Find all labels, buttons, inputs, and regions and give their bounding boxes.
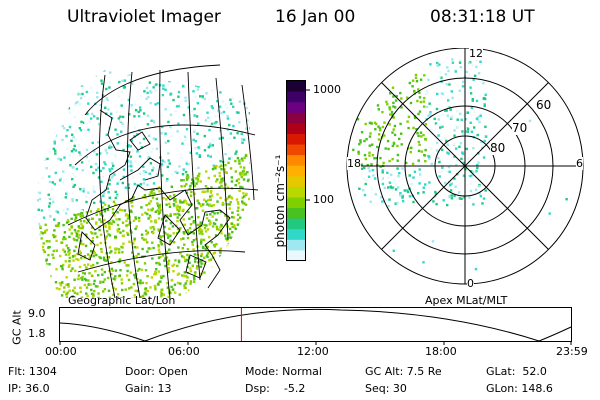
mlt-label-12: 12 <box>469 47 483 60</box>
colorbar-unit-label: photon cm⁻²s⁻¹ <box>273 154 287 248</box>
geographic-image <box>37 64 259 299</box>
mlt-label-6: 6 <box>576 157 583 170</box>
timeline-xtick-2359: 23:59 <box>556 345 588 358</box>
mlat-label-60: 60 <box>536 98 552 112</box>
footer-flight: Flt: 1304 <box>8 365 57 378</box>
timeline-xtick-1800: 18:00 <box>425 345 457 358</box>
timeline-xtick-0600: 06:00 <box>168 345 200 358</box>
colorbar-tick-1000: 1000 <box>313 83 341 96</box>
polar-grid <box>346 48 584 285</box>
lat-lon-grid <box>67 64 259 299</box>
timeline-ytick-low: 1.8 <box>28 327 46 340</box>
image-time: 08:31:18 UT <box>430 7 535 27</box>
mlat-label-70: 70 <box>512 121 528 135</box>
footer-glon: GLon: 148.6 <box>486 382 553 395</box>
altitude-curve <box>59 308 572 342</box>
right-panel-caption: Apex MLat/MLT <box>425 294 508 307</box>
footer-dsp: Dsp: -5.2 <box>245 382 306 395</box>
app-title: Ultraviolet Imager <box>67 7 221 27</box>
altitude-timeline <box>59 307 572 345</box>
mlt-label-18: 18 <box>347 157 361 170</box>
footer-gain: Gain: 13 <box>125 382 172 395</box>
timeline-xtick-0000: 00:00 <box>45 345 77 358</box>
intensity-colorbar <box>286 80 310 262</box>
image-date: 16 Jan 00 <box>275 7 356 27</box>
footer-gc-alt: GC Alt: 7.5 Re <box>365 365 442 378</box>
mlt-label-0: 0 <box>467 277 474 290</box>
footer-seq: Seq: 30 <box>365 382 407 395</box>
timeline-axis-label: GC Alt <box>10 310 24 345</box>
footer-ip: IP: 36.0 <box>8 382 50 395</box>
footer-glat: GLat: 52.0 <box>486 365 547 378</box>
left-panel-caption: Geographic Lat/Lon <box>68 294 176 307</box>
footer-door: Door: Open <box>125 365 188 378</box>
mlat-label-80: 80 <box>490 141 506 155</box>
polar-mlat-mlt-plot <box>346 48 584 285</box>
timeline-xtick-1200: 12:00 <box>297 345 329 358</box>
timeline-ytick-high: 9.0 <box>28 307 46 320</box>
footer-mode: Mode: Normal <box>245 365 322 378</box>
colorbar-tick-100: 100 <box>313 193 334 206</box>
